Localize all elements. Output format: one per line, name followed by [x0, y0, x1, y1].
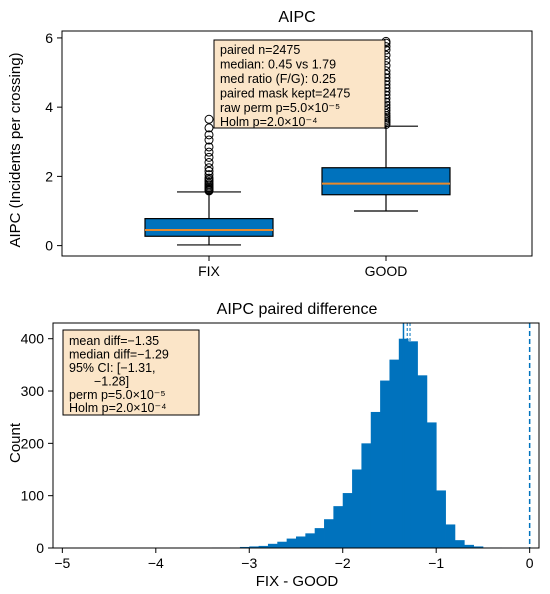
stat-mean-diff: mean diff=−1.35 — [69, 334, 159, 348]
stat-median-compare: median: 0.45 vs 1.79 — [220, 58, 336, 72]
fix-outlier-point — [204, 173, 214, 183]
stat-ci-line2: −1.28] — [94, 375, 129, 389]
histogram-x-tick-label: −2 — [335, 555, 351, 571]
boxplot-panel: AIPC AIPC (Incidents per crossing) 0 2 4 6 F… — [7, 9, 533, 279]
histogram-y-tick-label: 100 — [21, 488, 45, 504]
boxplot-y-axis-label: AIPC (Incidents per crossing) — [7, 52, 24, 247]
fix-outlier-point — [204, 147, 214, 157]
histogram-frame — [52, 322, 540, 549]
boxplot-y-tick-label: 6 — [45, 30, 53, 46]
histogram-bar — [408, 341, 418, 548]
fix-outlier-point — [204, 158, 214, 168]
histogram-x-tick-label: −5 — [54, 555, 70, 571]
histogram-bar — [258, 545, 269, 548]
histogram-y-tick-label: 200 — [21, 435, 45, 451]
boxplot-y-tick-label: 0 — [45, 238, 53, 254]
histogram-x-tick-label: −1 — [428, 555, 444, 571]
fix-outlier-point — [204, 170, 214, 180]
histogram-bar — [267, 543, 278, 548]
histogram-bar — [342, 493, 353, 548]
fix-box — [144, 218, 274, 237]
histogram-y-axis-label: Count — [7, 422, 24, 463]
histogram-bar — [277, 541, 288, 548]
histogram-bar — [436, 490, 446, 548]
histogram-x-tick-label: −3 — [241, 555, 257, 571]
stat-mask-kept: paired mask kept=2475 — [220, 87, 350, 101]
histogram-x-tick-label: 0 — [526, 555, 534, 571]
histogram-x-axis-label: FIX - GOOD — [256, 573, 339, 590]
histogram-y-tick-label: 300 — [21, 383, 45, 399]
histogram-bar — [389, 359, 400, 548]
stat-holm-p: Holm p=2.0×10⁻⁴ — [220, 115, 317, 129]
fix-outlier-point — [204, 114, 214, 124]
fix-outlier-point — [204, 123, 214, 133]
histogram-bar — [249, 546, 260, 548]
stat-median-ratio: med ratio (F/G): 0.25 — [220, 72, 336, 86]
histogram-bar — [286, 538, 297, 548]
stat-ci-line1: 95% CI: [−1.31, — [69, 361, 156, 375]
boxplot-frame — [61, 30, 533, 257]
histogram-bar — [239, 546, 250, 548]
histogram-stats-box: mean diff=−1.35 median diff=−1.29 95% CI… — [62, 329, 200, 416]
boxplot-stats-box: paired n=2475 median: 0.45 vs 1.79 med r… — [213, 39, 386, 129]
histogram-bar — [361, 443, 372, 548]
histogram-bar — [296, 536, 306, 548]
histogram-bar — [445, 524, 456, 548]
histogram-x-tick-label: −4 — [148, 555, 164, 571]
histogram-bar — [464, 544, 474, 548]
histogram-bar — [370, 411, 381, 548]
histogram-bar — [305, 533, 316, 548]
histogram-bar — [352, 469, 362, 548]
histogram-bar — [426, 422, 437, 548]
boxplot-title: AIPC — [278, 9, 315, 26]
stat-holm-p-diff: Holm p=2.0×10⁻⁴ — [69, 401, 166, 415]
fix-outlier-point — [204, 166, 214, 176]
stat-paired-n: paired n=2475 — [220, 43, 300, 57]
histogram-panel: AIPC paired difference Count FIX - GOOD … — [7, 301, 540, 590]
fix-outlier-point — [204, 152, 214, 162]
histogram-title: AIPC paired difference — [217, 301, 378, 318]
fix-outlier-point — [204, 142, 214, 152]
fix-outlier-point — [204, 135, 214, 145]
histogram-bar — [314, 528, 325, 548]
boxplot-x-tick-label-fix: FIX — [198, 263, 220, 279]
good-box — [321, 167, 451, 196]
histogram-bar — [417, 375, 428, 548]
boxplot-x-tick-label-good: GOOD — [365, 263, 408, 279]
histogram-bar — [333, 506, 344, 548]
boxplot-y-tick-label: 2 — [45, 168, 53, 184]
histogram-y-tick-label: 0 — [36, 540, 44, 556]
histogram-bar — [454, 540, 465, 548]
histogram-bar — [473, 546, 484, 548]
stat-median-diff: median diff=−1.29 — [69, 348, 169, 362]
histogram-y-tick-label: 400 — [21, 331, 45, 347]
fix-outlier-point — [204, 163, 214, 173]
histogram-bar — [324, 519, 334, 548]
stat-raw-perm-p: raw perm p=5.0×10⁻⁵ — [220, 101, 340, 115]
fix-outlier-point — [204, 130, 214, 140]
boxplot-y-tick-label: 4 — [45, 99, 53, 115]
stat-perm-p: perm p=5.0×10⁻⁵ — [69, 388, 166, 402]
histogram-bar — [380, 380, 390, 548]
